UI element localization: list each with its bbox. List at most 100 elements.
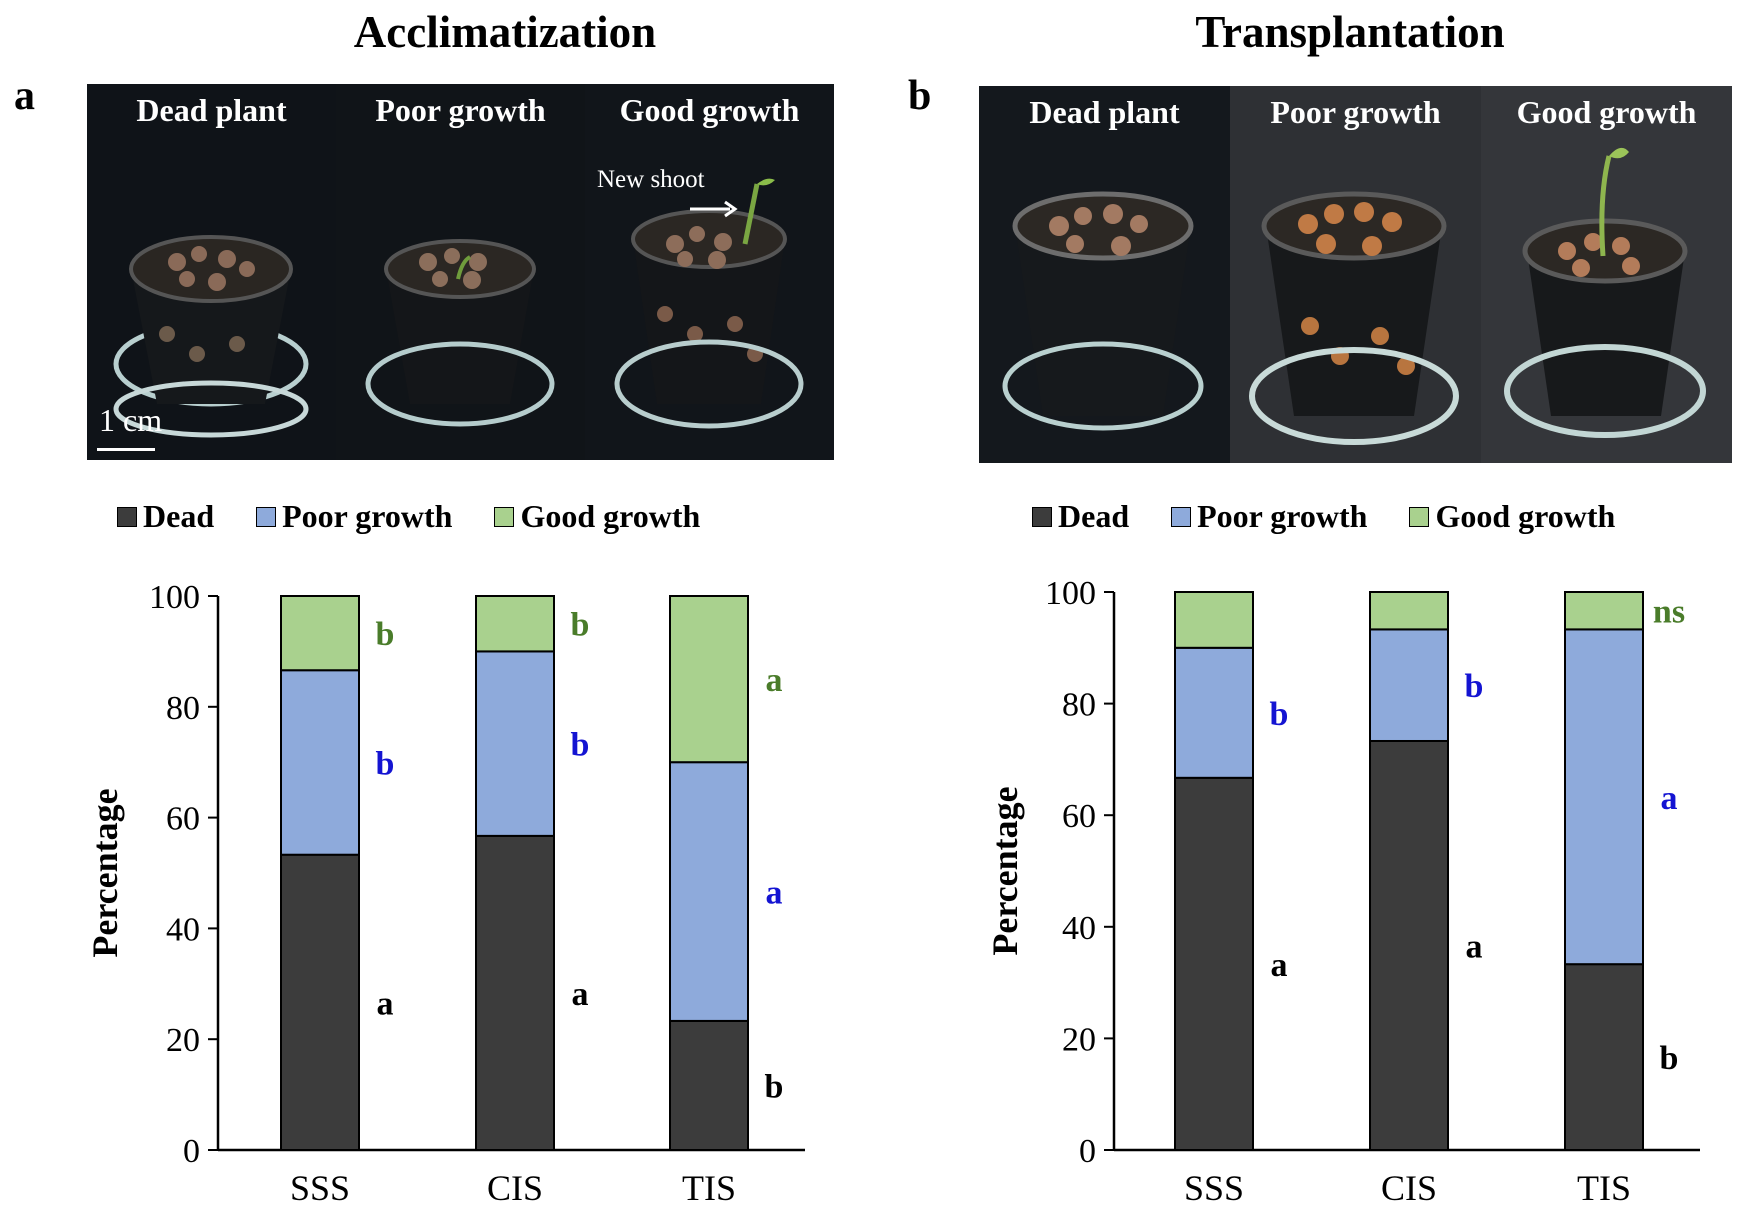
y-tick-label: 40 (166, 911, 200, 948)
photo-b-poor-growth: Poor growth (1230, 86, 1481, 463)
y-tick-label: 0 (183, 1133, 200, 1170)
bar-segment-poor-growth (475, 650, 555, 837)
bar-segment-poor-growth (280, 669, 360, 856)
significance-letter: b (765, 1068, 784, 1105)
significance-letter: b (571, 607, 590, 644)
x-tick-label: TIS (1577, 1168, 1631, 1208)
x-tick-label: CIS (487, 1168, 543, 1208)
bar-segment-dead (1369, 739, 1449, 1152)
panel-b-letter: b (908, 73, 932, 119)
legend-swatch (494, 506, 515, 527)
pot-illustration (614, 178, 804, 429)
photo-caption: Poor growth (1270, 94, 1441, 130)
photo-caption: Good growth (1516, 94, 1697, 130)
pot-illustration (113, 235, 309, 438)
y-tick-label: 0 (1079, 1133, 1096, 1170)
x-tick-label: TIS (682, 1168, 736, 1208)
y-axis-label: Percentage (85, 788, 125, 957)
scale-bar (97, 448, 155, 451)
bar-segment-good-growth (1174, 591, 1254, 649)
legend-item-good: Good growth (494, 498, 700, 535)
significance-letter: b (1465, 668, 1484, 705)
legend-item-poor: Poor growth (256, 498, 452, 535)
photo-acclimatization: Dead plant 1 cm Poor growth Good growth … (87, 84, 834, 460)
y-axis-label: Percentage (985, 786, 1025, 955)
bar-segment-dead (280, 853, 360, 1152)
legend-swatch (117, 506, 137, 527)
bar-segment-dead (475, 834, 555, 1152)
y-tick-label: 20 (166, 1022, 200, 1059)
significance-letter: a (766, 875, 783, 912)
legend-label: Poor growth (282, 498, 453, 534)
x-tick-label: SSS (1184, 1168, 1244, 1208)
bar-segment-poor-growth (1564, 628, 1644, 966)
significance-letter: a (766, 662, 783, 699)
y-tick-label: 80 (166, 690, 200, 727)
bar-segment-dead (1174, 776, 1254, 1152)
photo-a-good-growth: Good growth New shoot (585, 84, 834, 460)
significance-letter: b (1660, 1040, 1679, 1077)
bar-segment-good-growth (280, 595, 360, 672)
scale-label: 1 cm (99, 402, 163, 438)
significance-letter: b (1270, 696, 1289, 733)
legend-a: Dead Poor growth Good growth (117, 498, 700, 535)
significance-letter: b (571, 727, 590, 764)
bar-segment-good-growth (1369, 591, 1449, 631)
bar-segment-dead (669, 1019, 749, 1152)
new-shoot-annotation: New shoot (597, 166, 705, 193)
legend-swatch (256, 506, 277, 527)
legend-swatch (1171, 506, 1192, 527)
significance-letter: a (1466, 928, 1483, 965)
significance-letter: a (377, 985, 394, 1022)
bar-segment-good-growth (1564, 591, 1644, 631)
legend-label: Good growth (1435, 498, 1616, 534)
legend-label: Dead (143, 498, 215, 534)
panel-a-title: Acclimatization (353, 7, 657, 57)
bar-segment-good-growth (475, 595, 555, 653)
y-tick-label: 100 (1045, 575, 1096, 612)
bar-segment-dead (1564, 963, 1644, 1151)
y-tick-label: 60 (1062, 798, 1096, 835)
photo-b-good-growth: Good growth (1481, 86, 1732, 463)
legend-swatch (1032, 506, 1052, 527)
photo-b-dead-plant: Dead plant (979, 86, 1230, 463)
pot-illustration (365, 239, 555, 427)
legend-swatch (1409, 506, 1430, 527)
significance-letter: b (376, 745, 395, 782)
legend-item-dead: Dead (1032, 498, 1129, 535)
photo-transplantation: Dead plant Poor growth Good growth (979, 86, 1732, 463)
legend-item-good: Good growth (1409, 498, 1615, 535)
pot-illustration (1249, 191, 1459, 445)
bar-segment-poor-growth (669, 761, 749, 1022)
legend-item-poor: Poor growth (1171, 498, 1367, 535)
photo-caption: Poor growth (375, 92, 546, 128)
significance-letter: ns (1653, 594, 1685, 631)
photo-caption: Dead plant (1029, 94, 1180, 130)
pot-illustration (1504, 147, 1706, 438)
significance-letter: a (572, 976, 589, 1013)
legend-item-dead: Dead (117, 498, 214, 535)
significance-letter: a (1271, 947, 1288, 984)
bar-segment-good-growth (669, 595, 749, 764)
bar-segment-poor-growth (1369, 628, 1449, 742)
bar-segment-poor-growth (1174, 646, 1254, 779)
panel-a-letter: a (14, 73, 35, 119)
photo-caption: Good growth (619, 92, 800, 128)
legend-label: Good growth (520, 498, 701, 534)
significance-letter: b (376, 616, 395, 653)
panel-b-title: Transplantation (1195, 7, 1505, 57)
y-tick-label: 80 (1062, 687, 1096, 724)
significance-letter: a (1661, 780, 1678, 817)
x-tick-label: CIS (1381, 1168, 1437, 1208)
photo-caption: Dead plant (136, 92, 287, 128)
y-tick-label: 40 (1062, 910, 1096, 947)
photo-a-poor-growth: Poor growth (336, 84, 585, 460)
x-tick-label: SSS (290, 1168, 350, 1208)
legend-label: Poor growth (1197, 498, 1368, 534)
y-tick-label: 60 (166, 801, 200, 838)
photo-a-dead-plant: Dead plant 1 cm (87, 84, 336, 460)
pot-illustration (1002, 191, 1204, 431)
legend-label: Dead (1058, 498, 1130, 534)
y-tick-label: 20 (1062, 1021, 1096, 1058)
